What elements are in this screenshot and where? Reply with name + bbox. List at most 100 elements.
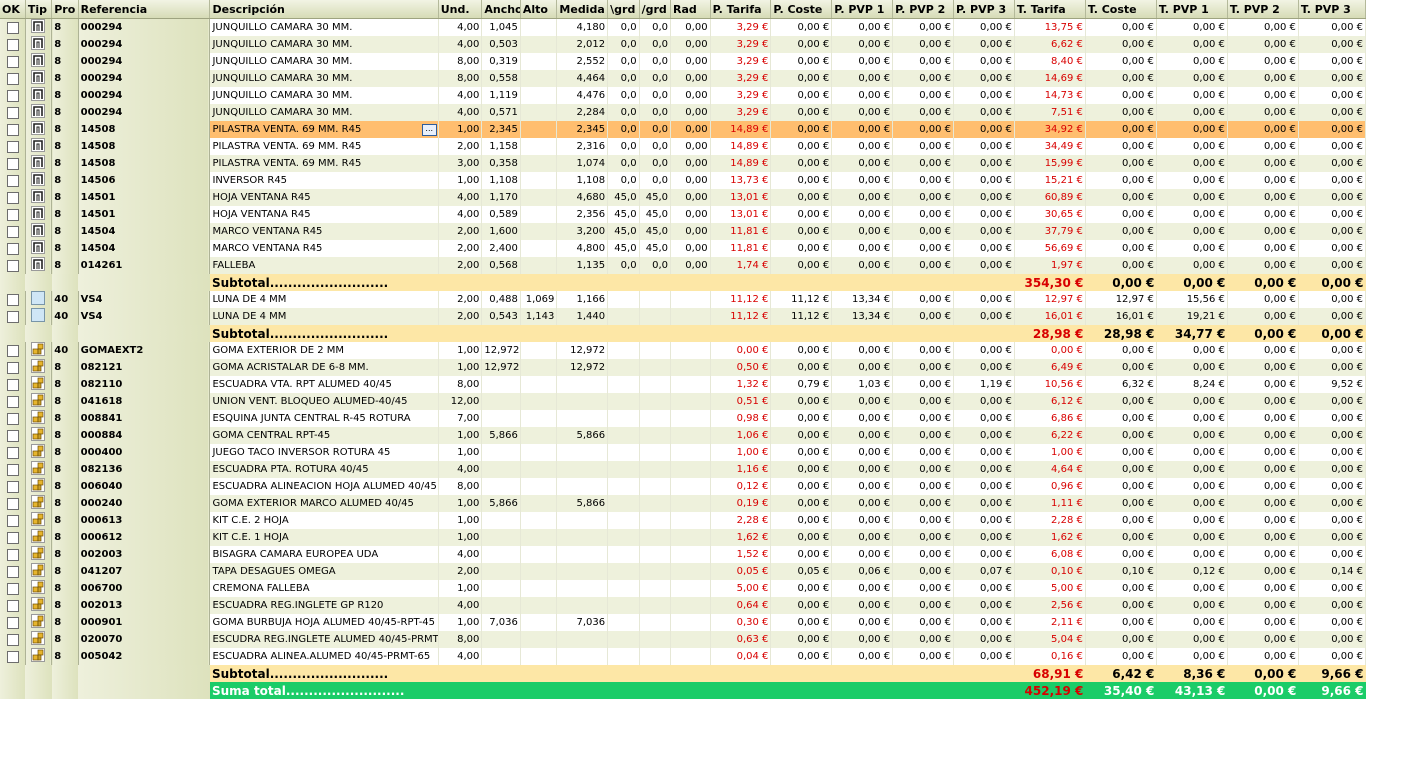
description-cell[interactable]: JUNQUILLO CAMARA 30 MM. [209, 70, 439, 87]
total-pvp1-cell[interactable]: 0,00 € [1156, 444, 1228, 461]
price-pvp1-cell[interactable]: 0,00 € [831, 529, 894, 546]
total-pvp1-cell[interactable]: 0,00 € [1156, 223, 1228, 240]
pro-cell[interactable]: 8 [51, 240, 79, 257]
reference-cell[interactable]: 000294 [78, 70, 211, 87]
measure-cell[interactable] [556, 529, 609, 546]
right-angle-cell[interactable] [639, 546, 672, 563]
price-tariff-cell[interactable]: 2,28 € [710, 512, 772, 529]
left-angle-cell[interactable]: 45,0 [607, 240, 640, 257]
radius-cell[interactable] [670, 291, 711, 308]
total-tariff-cell[interactable]: 10,56 € [1014, 376, 1086, 393]
reference-cell[interactable]: 000294 [78, 18, 211, 36]
price-cost-cell[interactable]: 0,00 € [770, 461, 833, 478]
total-cost-cell[interactable]: 12,97 € [1085, 291, 1157, 308]
total-tariff-cell[interactable]: 4,64 € [1014, 461, 1086, 478]
column-header-p-coste[interactable]: P. Coste [770, 0, 833, 19]
ok-checkbox[interactable] [7, 72, 19, 85]
price-pvp3-cell[interactable]: 0,00 € [953, 138, 1015, 155]
total-cost-cell[interactable]: 0,00 € [1085, 461, 1157, 478]
height-cell[interactable] [520, 87, 558, 104]
total-tariff-cell[interactable]: 8,40 € [1014, 53, 1086, 70]
price-pvp1-cell[interactable]: 13,34 € [831, 308, 894, 325]
column-header-ancho[interactable]: Ancho [481, 0, 521, 19]
description-cell[interactable]: MARCO VENTANA R45 [209, 223, 439, 240]
units-cell[interactable]: 8,00 [438, 376, 483, 393]
pro-cell[interactable]: 8 [51, 155, 79, 172]
left-angle-cell[interactable] [607, 308, 640, 325]
left-angle-cell[interactable] [607, 291, 640, 308]
measure-cell[interactable] [556, 393, 609, 410]
price-pvp1-cell[interactable]: 0,00 € [831, 512, 894, 529]
price-pvp2-cell[interactable]: 0,00 € [892, 376, 954, 393]
total-pvp1-cell[interactable]: 0,00 € [1156, 257, 1228, 274]
right-angle-cell[interactable]: 45,0 [639, 189, 672, 206]
ok-checkbox[interactable] [7, 21, 19, 34]
height-cell[interactable] [520, 70, 558, 87]
price-cost-cell[interactable]: 0,00 € [770, 614, 833, 631]
measure-cell[interactable] [556, 580, 609, 597]
pro-cell[interactable]: 8 [51, 138, 79, 155]
total-pvp2-cell[interactable]: 0,00 € [1227, 257, 1299, 274]
left-angle-cell[interactable]: 0,0 [607, 87, 640, 104]
description-cell[interactable]: JUNQUILLO CAMARA 30 MM. [209, 18, 439, 36]
ok-checkbox[interactable] [7, 378, 19, 391]
total-pvp3-cell[interactable]: 0,00 € [1298, 189, 1367, 206]
price-pvp1-cell[interactable]: 0,00 € [831, 138, 894, 155]
width-cell[interactable]: 1,600 [481, 223, 521, 240]
radius-cell[interactable]: 0,00 [670, 172, 711, 189]
description-cell[interactable]: ESCUADRA VTA. RPT ALUMED 40/45 [209, 376, 439, 393]
price-pvp2-cell[interactable]: 0,00 € [892, 597, 954, 614]
column-header-ok[interactable]: OK [0, 0, 26, 19]
width-cell[interactable]: 2,400 [481, 240, 521, 257]
price-tariff-cell[interactable]: 0,50 € [710, 359, 772, 376]
height-cell[interactable] [520, 444, 558, 461]
units-cell[interactable]: 2,00 [438, 138, 483, 155]
total-pvp1-cell[interactable]: 0,00 € [1156, 427, 1228, 444]
price-pvp2-cell[interactable]: 0,00 € [892, 427, 954, 444]
total-pvp3-cell[interactable]: 0,00 € [1298, 172, 1367, 189]
ok-checkbox[interactable] [7, 191, 19, 204]
right-angle-cell[interactable] [639, 631, 672, 648]
price-cost-cell[interactable]: 0,00 € [770, 223, 833, 240]
total-tariff-cell[interactable]: 14,73 € [1014, 87, 1086, 104]
width-cell[interactable]: 2,345 [481, 121, 521, 138]
width-cell[interactable] [481, 563, 521, 580]
price-cost-cell[interactable]: 0,00 € [770, 410, 833, 427]
reference-cell[interactable]: 000294 [78, 53, 211, 70]
total-pvp2-cell[interactable]: 0,00 € [1227, 359, 1299, 376]
ok-checkbox[interactable] [7, 412, 19, 425]
price-tariff-cell[interactable]: 13,01 € [710, 206, 772, 223]
description-cell[interactable]: ESQUINA JUNTA CENTRAL R-45 ROTURA [209, 410, 439, 427]
total-pvp3-cell[interactable]: 0,00 € [1298, 580, 1367, 597]
ok-checkbox[interactable] [7, 38, 19, 51]
price-pvp3-cell[interactable]: 0,00 € [953, 36, 1015, 53]
width-cell[interactable]: 1,170 [481, 189, 521, 206]
ok-checkbox[interactable] [7, 548, 19, 561]
total-tariff-cell[interactable]: 12,97 € [1014, 291, 1086, 308]
price-tariff-cell[interactable]: 3,29 € [710, 53, 772, 70]
pro-cell[interactable]: 8 [51, 393, 79, 410]
total-pvp3-cell[interactable]: 0,00 € [1298, 529, 1367, 546]
units-cell[interactable]: 1,00 [438, 580, 483, 597]
total-pvp1-cell[interactable]: 0,00 € [1156, 597, 1228, 614]
right-angle-cell[interactable]: 0,0 [639, 104, 672, 121]
units-cell[interactable]: 4,00 [438, 648, 483, 665]
right-angle-cell[interactable]: 0,0 [639, 172, 672, 189]
price-tariff-cell[interactable]: 11,81 € [710, 240, 772, 257]
pro-cell[interactable]: 8 [51, 631, 79, 648]
total-pvp3-cell[interactable]: 0,00 € [1298, 18, 1367, 36]
measure-cell[interactable]: 1,135 [556, 257, 609, 274]
price-cost-cell[interactable]: 0,00 € [770, 597, 833, 614]
total-cost-cell[interactable]: 0,00 € [1085, 104, 1157, 121]
units-cell[interactable]: 1,00 [438, 427, 483, 444]
ok-checkbox[interactable] [7, 259, 19, 272]
pro-cell[interactable]: 8 [51, 104, 79, 121]
units-cell[interactable]: 1,00 [438, 529, 483, 546]
radius-cell[interactable] [670, 393, 711, 410]
table-row[interactable]: 8 14506 INVERSOR R45 1,00 1,108 1,108 0,0 0,0 0,… [0, 172, 1367, 189]
column-header-t-pvp-2[interactable]: T. PVP 2 [1227, 0, 1299, 19]
ok-checkbox[interactable] [7, 55, 19, 68]
width-cell[interactable]: 0,571 [481, 104, 521, 121]
price-pvp3-cell[interactable]: 0,00 € [953, 206, 1015, 223]
description-cell[interactable]: JUNQUILLO CAMARA 30 MM. [209, 36, 439, 53]
